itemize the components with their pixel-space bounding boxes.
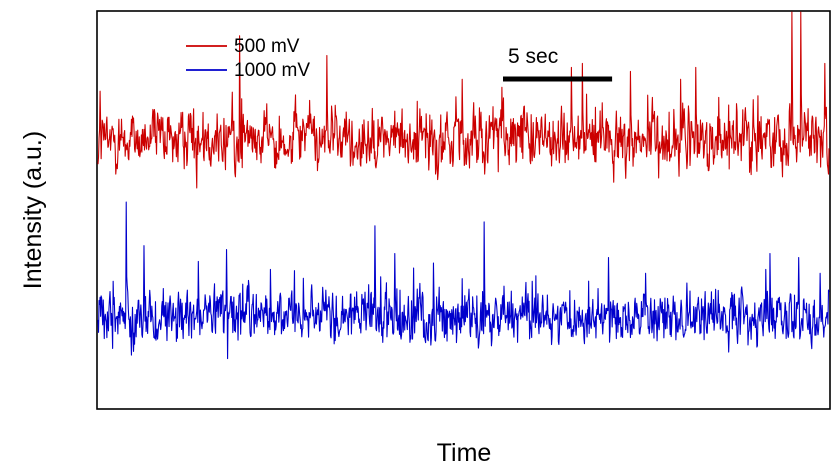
series-line-1 <box>97 201 830 360</box>
plot-frame <box>96 10 831 410</box>
x-axis-label: Time <box>437 439 492 467</box>
series-layer <box>97 11 830 360</box>
y-axis-label: Intensity (a.u.) <box>19 131 47 289</box>
scale-bar: 5 sec <box>503 45 613 82</box>
legend-label-series-1: 1000 mV <box>234 60 310 81</box>
legend: 500 mV 1000 mV <box>186 36 310 81</box>
series-line-0 <box>97 11 830 189</box>
legend-label-series-0: 500 mV <box>234 36 300 57</box>
scale-bar-label: 5 sec <box>508 45 558 68</box>
